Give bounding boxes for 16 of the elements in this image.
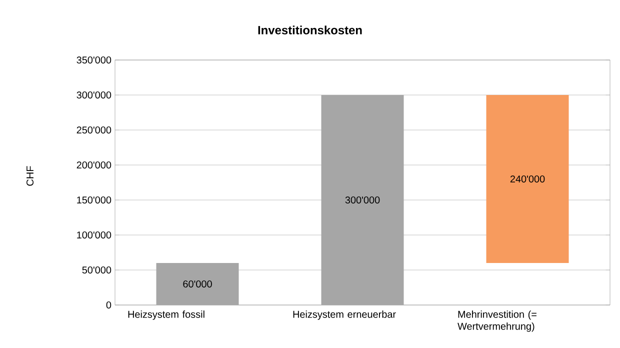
y-tick-label: 100'000 bbox=[77, 231, 112, 239]
x-tick-label: Heizsystem fossil bbox=[128, 310, 204, 320]
y-tick-label: 350'000 bbox=[76, 56, 112, 64]
y-tick-label: 0 bbox=[106, 301, 112, 309]
y-axis-title: CHF bbox=[26, 166, 34, 186]
y-tick-label: 50'000 bbox=[82, 266, 112, 274]
data-label: 60'000 bbox=[183, 280, 212, 288]
x-tick-label: Heizsystem erneuerbar bbox=[293, 310, 396, 320]
data-label: 300'000 bbox=[345, 196, 380, 204]
x-tick-label: Mehrinvestition (= Wertvermehrung) bbox=[458, 310, 536, 332]
chart-title: Investitionskosten bbox=[258, 26, 362, 34]
data-label: 240'000 bbox=[510, 175, 545, 183]
y-tick-label: 200'000 bbox=[76, 161, 112, 169]
y-tick-label: 250'000 bbox=[76, 126, 112, 134]
y-tick-label: 150'000 bbox=[77, 196, 112, 204]
y-tick-label: 300'000 bbox=[76, 91, 112, 99]
